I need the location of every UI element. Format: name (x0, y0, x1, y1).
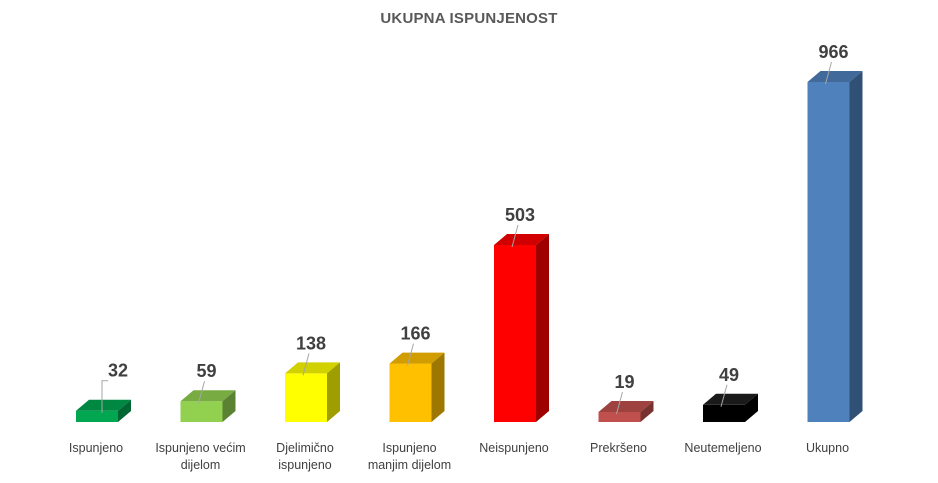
data-label-leader (407, 343, 414, 366)
data-label: 503 (505, 205, 535, 225)
bar-group (285, 362, 340, 422)
data-label: 32 (108, 361, 128, 381)
bar-side (640, 401, 654, 422)
bar (703, 404, 745, 422)
bar-side (222, 390, 236, 422)
data-label-leader (825, 61, 832, 85)
data-label: 166 (400, 324, 430, 344)
bar (494, 244, 536, 422)
bar-top (76, 399, 131, 411)
category-label: Djelimično (276, 441, 334, 455)
bar-side (849, 71, 863, 422)
bar-top (598, 401, 654, 412)
bar (807, 82, 850, 422)
category-label: Ispunjeno većim (155, 441, 245, 455)
bar-group (389, 352, 445, 422)
bar-side (745, 393, 758, 422)
bar (389, 363, 432, 422)
bar (76, 410, 118, 422)
category-label: manjim dijelom (368, 458, 451, 472)
data-label-leader (198, 381, 205, 404)
bar-top (389, 352, 445, 364)
bar-group (76, 399, 131, 422)
bar-group (807, 71, 863, 422)
bar-group (598, 401, 654, 422)
chart-title: UKUPNA ISPUNJENOST (380, 10, 558, 27)
bar-top (807, 71, 863, 82)
bar (180, 401, 223, 422)
bar (598, 412, 641, 422)
bar-top (494, 233, 549, 245)
category-label: Ispunjeno (382, 441, 436, 455)
bar-top (285, 362, 340, 374)
bar-side (536, 233, 549, 422)
data-label: 49 (719, 365, 739, 385)
category-label: Ispunjeno (69, 441, 123, 455)
bar-side (431, 352, 445, 422)
category-label: Neispunjeno (479, 441, 549, 455)
bar-side (118, 399, 131, 422)
category-label: Ukupno (806, 441, 849, 455)
data-label-leader (101, 380, 108, 413)
bar-group (180, 390, 236, 422)
category-label: Prekršeno (590, 441, 647, 455)
bar-top (180, 390, 236, 402)
category-label: dijelom (181, 458, 221, 472)
bar-side (327, 362, 340, 422)
data-label: 138 (296, 333, 326, 353)
data-label-leader (511, 224, 519, 248)
bar (285, 373, 327, 422)
data-label-leader (302, 353, 310, 376)
bar-top (703, 393, 758, 405)
data-label: 966 (818, 42, 848, 62)
data-label-leader (720, 384, 728, 407)
bar-group (703, 393, 758, 422)
data-label: 59 (196, 361, 216, 381)
data-label: 19 (614, 372, 634, 392)
category-label: Neutemeljeno (684, 441, 761, 455)
data-label-leader (616, 391, 623, 415)
bar-group (494, 233, 549, 422)
category-label: ispunjeno (278, 458, 332, 472)
